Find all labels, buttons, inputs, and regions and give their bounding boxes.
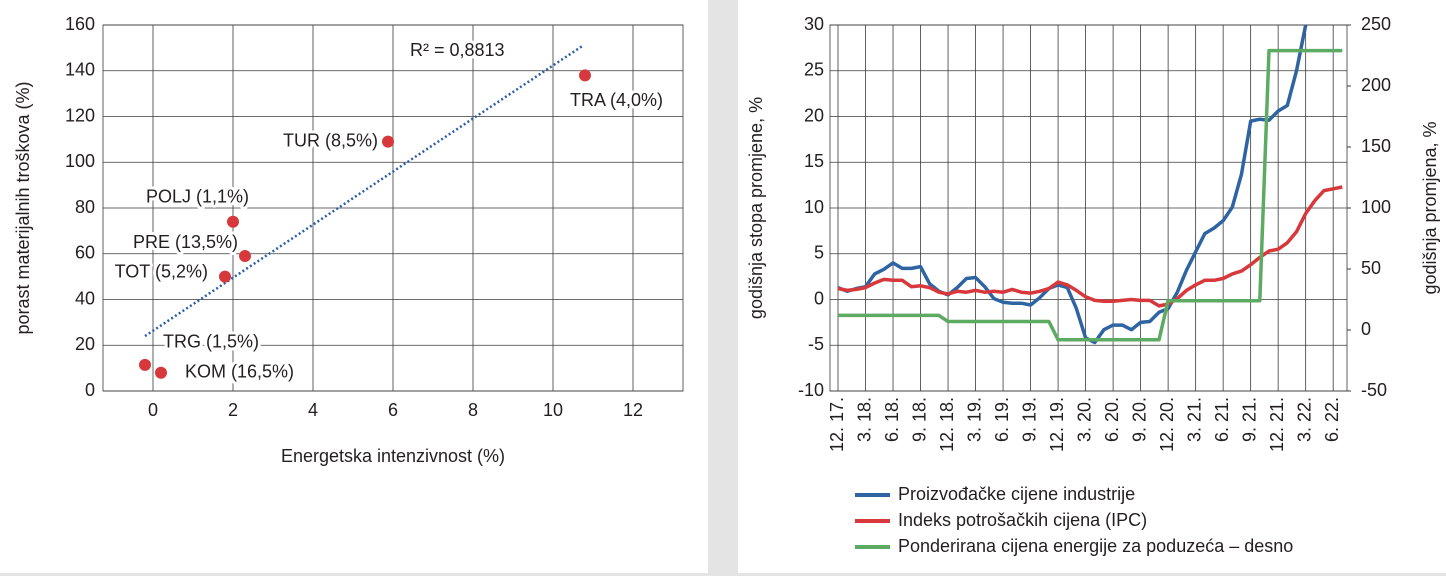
- x-tick-label: 12. 20.: [1157, 397, 1177, 452]
- right-panel: [738, 0, 1446, 573]
- x-tick-label: 3. 22.: [1294, 397, 1314, 442]
- y-axis-label: porast materijalnih troškova (%): [13, 81, 33, 334]
- y-tick-label: 25: [804, 60, 824, 80]
- point-label: TUR (8,5%): [283, 130, 378, 150]
- x-tick-label: 12. 21.: [1267, 397, 1287, 452]
- y-tick-label: 100: [65, 151, 95, 171]
- y-tick-label: 10: [804, 197, 824, 217]
- x-tick-label: 4: [308, 400, 318, 420]
- x-tick-label: 6. 18.: [882, 397, 902, 442]
- x-axis-label: Energetska intenzivnost (%): [281, 446, 505, 466]
- y2-axis-label: godišnja promjena, %: [1420, 121, 1440, 294]
- point-label: KOM (16,5%): [185, 361, 294, 381]
- y-tick-label: 5: [814, 243, 824, 263]
- y-tick-label: -10: [798, 380, 824, 400]
- x-tick-label: 3. 18.: [854, 397, 874, 442]
- point-label: PRE (13,5%): [133, 232, 238, 252]
- x-tick-label: 9. 19.: [1019, 397, 1039, 442]
- trendline: [144, 44, 584, 338]
- x-tick-label: 12. 17.: [827, 397, 847, 452]
- legend-label: Proizvođačke cijene industrije: [898, 484, 1135, 504]
- x-tick-label: 2: [228, 400, 238, 420]
- legend-label: Indeks potrošačkih cijena (IPC): [898, 510, 1147, 530]
- point: [579, 69, 591, 82]
- y-tick-label: 60: [75, 243, 95, 263]
- x-tick-label: 9. 21.: [1239, 397, 1259, 442]
- x-tick-label: 3. 20.: [1074, 397, 1094, 442]
- point-label: TRG (1,5%): [163, 332, 259, 352]
- y-tick-label: 160: [65, 14, 95, 34]
- point: [239, 250, 251, 263]
- y-tick-label: -5: [808, 334, 824, 354]
- y-tick-label: 120: [65, 105, 95, 125]
- x-tick-label: 9. 18.: [909, 397, 929, 442]
- y-tick-label: 80: [75, 197, 95, 217]
- point-label: TRA (4,0%): [570, 90, 663, 110]
- x-tick-label: 12. 18.: [937, 397, 957, 452]
- y-tick-label: 0: [814, 288, 824, 308]
- point-label: TOT (5,2%): [115, 261, 208, 281]
- y-tick-label: 40: [75, 288, 95, 308]
- x-tick-label: 6. 19.: [992, 397, 1012, 442]
- x-tick-label: 8: [468, 400, 478, 420]
- y2-tick-label: 250: [1361, 14, 1391, 34]
- y2-tick-label: 50: [1361, 258, 1381, 278]
- series-line: [837, 24, 1308, 345]
- x-tick-label: 9. 20.: [1129, 397, 1149, 442]
- y-tick-label: 30: [804, 14, 824, 34]
- x-tick-label: 6. 21.: [1212, 397, 1232, 442]
- x-tick-label: 12. 19.: [1047, 397, 1067, 452]
- x-tick-label: 3. 19.: [964, 397, 984, 442]
- legend-label: Ponderirana cijena energije za poduzeća …: [898, 536, 1293, 556]
- point: [155, 366, 167, 379]
- y-axis-label: godišnja stopa promjene, %: [746, 97, 766, 319]
- y2-tick-label: 0: [1361, 319, 1371, 339]
- y-tick-label: 15: [804, 151, 824, 171]
- x-tick-label: 6: [388, 400, 398, 420]
- left-panel: [0, 0, 708, 573]
- point: [219, 270, 231, 283]
- series-line: [837, 185, 1343, 308]
- y2-tick-label: -50: [1361, 380, 1387, 400]
- y2-tick-label: 200: [1361, 75, 1391, 95]
- y-tick-label: 140: [65, 60, 95, 80]
- point: [139, 358, 151, 371]
- y-tick-label: 20: [804, 105, 824, 125]
- y-tick-label: 20: [75, 334, 95, 354]
- x-tick-label: 6. 20.: [1102, 397, 1122, 442]
- x-tick-label: 0: [148, 400, 158, 420]
- point-label: POLJ (1,1%): [146, 186, 249, 206]
- point: [382, 135, 394, 148]
- y-tick-label: 0: [85, 380, 95, 400]
- trendline-label: R² = 0,8813: [410, 40, 505, 60]
- y2-tick-label: 100: [1361, 197, 1391, 217]
- x-tick-label: 12: [623, 400, 643, 420]
- point: [227, 215, 239, 228]
- x-tick-label: 10: [543, 400, 563, 420]
- y2-tick-label: 150: [1361, 136, 1391, 156]
- x-tick-label: 3. 21.: [1184, 397, 1204, 442]
- series-line: [838, 48, 1343, 342]
- x-tick-label: 6. 22.: [1322, 397, 1342, 442]
